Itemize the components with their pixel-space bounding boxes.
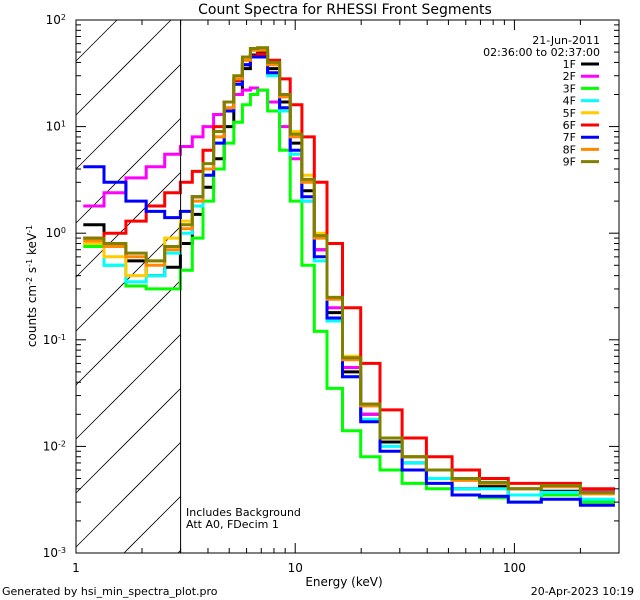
y-axis-label: counts cm-2 s-1 keV-1 <box>25 225 40 347</box>
y-tick-label: 101 <box>46 119 66 134</box>
hatch-line <box>123 496 181 554</box>
x-tick-label: 100 <box>503 561 526 575</box>
y-tick-label: 102 <box>46 13 66 28</box>
legend-label-4F: 4F <box>563 95 576 108</box>
legend-label-2F: 2F <box>563 70 576 83</box>
series-4F <box>83 54 615 501</box>
hatch-line <box>75 19 118 62</box>
series-5F <box>83 46 615 496</box>
legend-label-3F: 3F <box>563 82 576 95</box>
footer-timestamp: 20-Apr-2023 10:19 <box>530 585 634 598</box>
annotation-background: Includes Background <box>186 506 301 519</box>
series-8F <box>83 48 615 496</box>
hatch-line <box>75 19 172 116</box>
axis-ticks: 1 10 100 10-3 10-2 10-1 100 101 102 <box>43 13 620 575</box>
plot-frame <box>75 19 620 554</box>
hatch-line <box>75 64 181 170</box>
y-tick-label: 10-1 <box>43 332 66 347</box>
series-layer <box>83 46 615 507</box>
series-3F <box>83 88 615 504</box>
hatch-line <box>75 172 181 278</box>
legend-date: 21-Jun-2011 <box>532 34 600 47</box>
legend-label-9F: 9F <box>563 156 576 169</box>
legend-label-8F: 8F <box>563 143 576 156</box>
footer-generated-by: Generated by hsi_min_spectra_plot.pro <box>2 585 218 598</box>
legend: 21-Jun-2011 02:36:00 to 02:37:00 1F2F3F4… <box>483 34 600 169</box>
legend-label-6F: 6F <box>563 119 576 132</box>
legend-label-7F: 7F <box>563 131 576 144</box>
hatch-line <box>75 334 181 440</box>
hatch-line <box>75 226 181 332</box>
x-tick-label: 1 <box>72 561 80 575</box>
legend-label-1F: 1F <box>563 58 576 71</box>
excluded-energy-hatch <box>75 19 181 554</box>
series-7F <box>83 55 615 507</box>
legend-label-5F: 5F <box>563 107 576 120</box>
series-6F <box>83 52 615 491</box>
series-9F <box>83 46 615 494</box>
hatch-line <box>75 280 181 386</box>
y-tick-label: 10-3 <box>43 546 66 561</box>
x-tick-label: 10 <box>288 561 303 575</box>
annotation-attenuator: Att A0, FDecim 1 <box>186 518 279 531</box>
y-tick-label: 100 <box>46 226 66 241</box>
legend-time-range: 02:36:00 to 02:37:00 <box>483 46 600 59</box>
y-tick-label: 10-2 <box>43 439 66 454</box>
x-axis-label: Energy (keV) <box>305 575 382 589</box>
hatch-line <box>75 388 181 494</box>
hatch-line <box>75 442 181 548</box>
chart-title: Count Spectra for RHESSI Front Segments <box>198 2 492 18</box>
